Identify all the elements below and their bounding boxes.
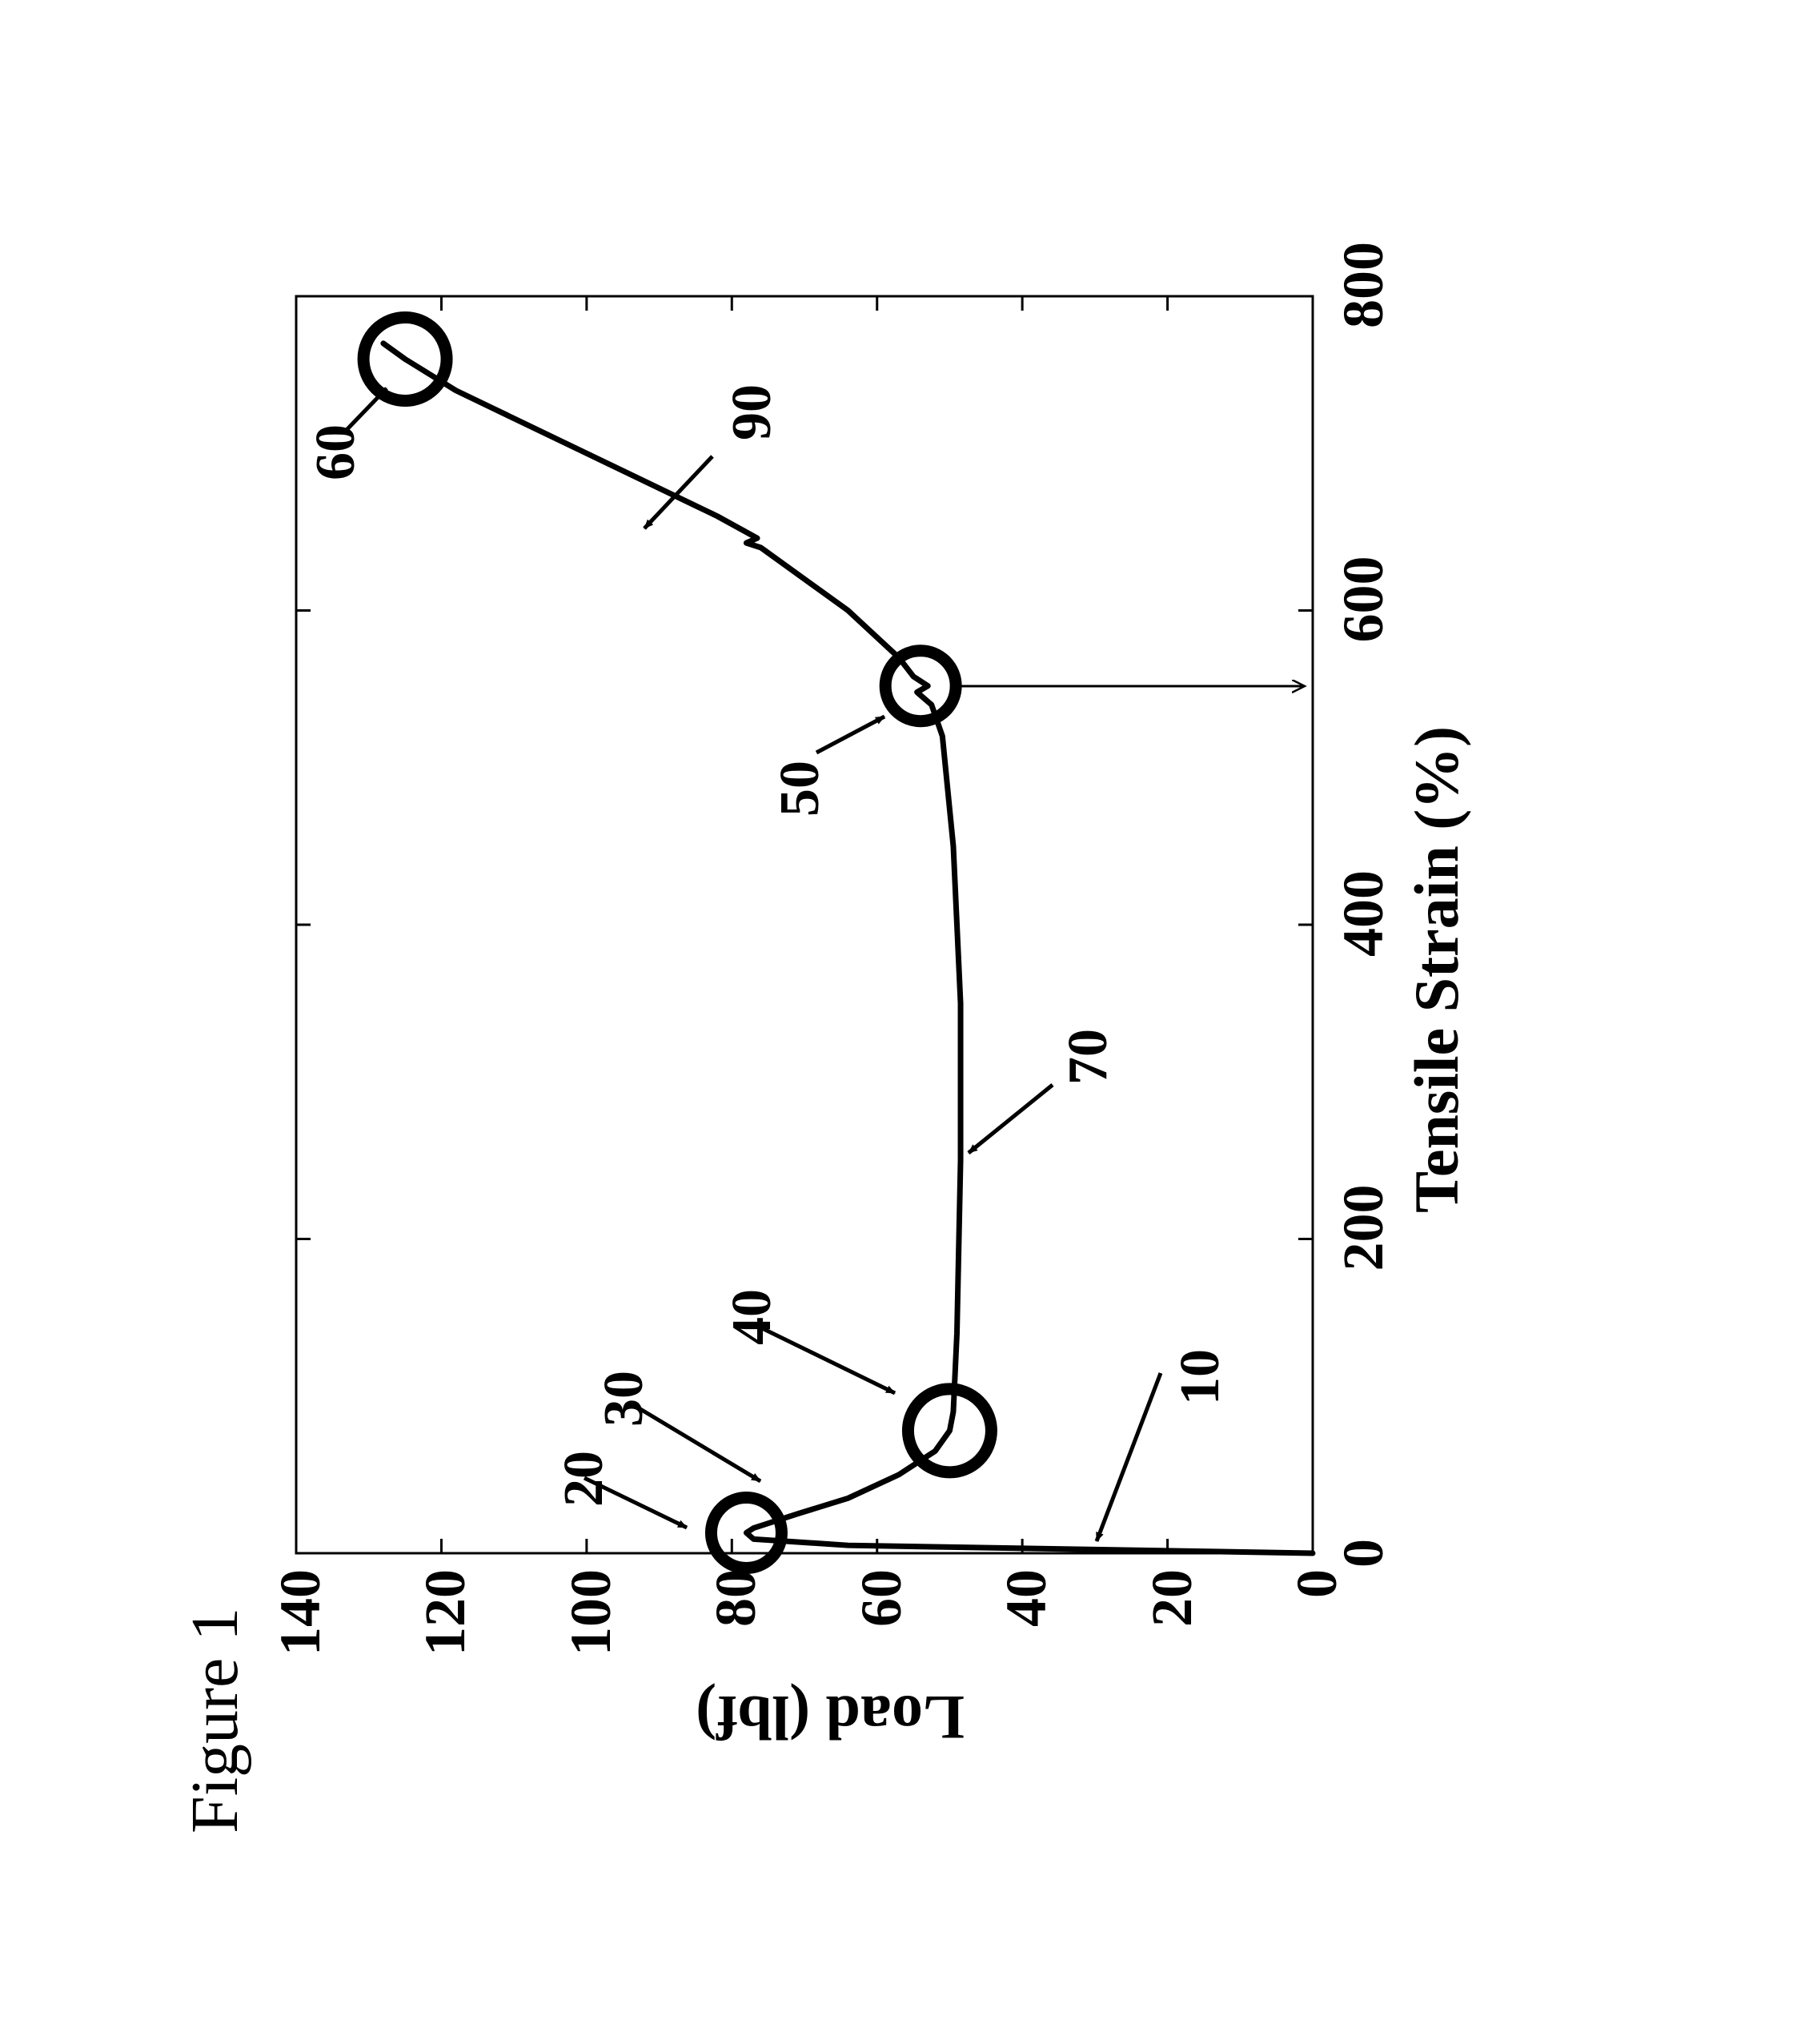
page: Figure 1 0200400600800020406080100120140… bbox=[0, 0, 1797, 2044]
callout-arrow bbox=[644, 456, 712, 528]
y-tick-label: 140 bbox=[267, 1569, 334, 1673]
callout-arrow bbox=[1097, 1373, 1161, 1541]
callout-label: 50 bbox=[768, 761, 832, 817]
callout-label: 90 bbox=[720, 384, 784, 440]
y-tick-label: 40 bbox=[993, 1569, 1060, 1673]
callout-arrow bbox=[816, 717, 884, 753]
y-tick-label: 20 bbox=[1139, 1569, 1205, 1673]
y-tick-label: 100 bbox=[558, 1569, 624, 1673]
x-tick-label: 400 bbox=[1330, 893, 1397, 957]
y-axis-label: Load (lbf) bbox=[696, 1681, 965, 1753]
callout-label: 70 bbox=[1057, 1029, 1121, 1085]
callout-label: 20 bbox=[552, 1451, 616, 1507]
x-tick-label: 600 bbox=[1330, 579, 1397, 643]
figure-title: Figure 1 bbox=[176, 1608, 254, 1833]
callout-label: 10 bbox=[1169, 1349, 1233, 1405]
callout-label: 40 bbox=[720, 1289, 784, 1345]
callout-label: 30 bbox=[592, 1371, 656, 1427]
x-tick-label: 800 bbox=[1330, 264, 1397, 328]
y-tick-label: 120 bbox=[412, 1569, 479, 1673]
plot-frame bbox=[296, 296, 1313, 1553]
y-tick-label: 60 bbox=[848, 1569, 915, 1673]
callout-arrow bbox=[969, 1085, 1053, 1153]
x-tick-label: 200 bbox=[1330, 1207, 1397, 1271]
y-tick-label: 0 bbox=[1284, 1569, 1350, 1673]
callout-label: 60 bbox=[304, 424, 368, 480]
chart: 0200400600800020406080100120140Tensile S… bbox=[160, 200, 1525, 1841]
marker-50 bbox=[885, 651, 956, 721]
x-axis-label: Tensile Strain (%) bbox=[1401, 726, 1473, 1213]
y-tick-label: 80 bbox=[703, 1569, 769, 1673]
rotated-canvas: Figure 1 0200400600800020406080100120140… bbox=[160, 200, 1525, 1841]
